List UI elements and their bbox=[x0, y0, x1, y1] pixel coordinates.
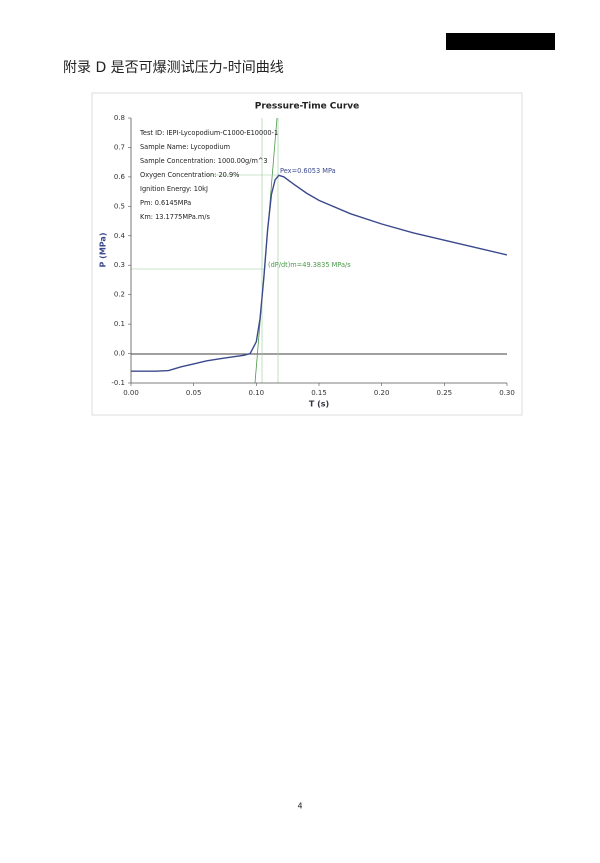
info-text: Test ID: IEPI-Lycopodium-C1000-E10000-1 bbox=[139, 129, 278, 137]
y-tick-label: 0.3 bbox=[114, 261, 125, 269]
y-tick-label: 0.6 bbox=[114, 173, 126, 181]
y-tick-label: 0.4 bbox=[114, 232, 126, 240]
info-text: Sample Concentration: 1000.00g/m^3 bbox=[140, 157, 268, 165]
chart-frame bbox=[91, 92, 523, 416]
info-text: Pm: 0.6145MPa bbox=[140, 199, 191, 207]
peak-label: Pex=0.6053 MPa bbox=[280, 167, 336, 175]
y-tick-label: 0.5 bbox=[114, 202, 125, 210]
x-axis-label: T (s) bbox=[309, 400, 329, 409]
x-tick-label: 0.30 bbox=[499, 389, 515, 397]
x-tick-label: 0.20 bbox=[374, 389, 390, 397]
x-tick-label: 0.25 bbox=[437, 389, 453, 397]
y-tick-label: 0.8 bbox=[114, 114, 125, 122]
redaction bbox=[446, 33, 555, 50]
y-tick-label: 0.0 bbox=[114, 350, 125, 358]
y-tick-label: 0.1 bbox=[114, 320, 125, 328]
x-tick-label: 0.00 bbox=[123, 389, 139, 397]
y-tick-label: 0.7 bbox=[114, 143, 125, 151]
info-text: Oxygen Concentration: 20.9% bbox=[140, 171, 239, 179]
chart-title: Pressure-Time Curve bbox=[255, 102, 359, 112]
info-text: Km: 13.1775MPa.m/s bbox=[140, 213, 210, 221]
x-tick-label: 0.15 bbox=[311, 389, 327, 397]
info-text: Ignition Energy: 10kJ bbox=[140, 185, 208, 193]
info-text: Sample Name: Lycopodium bbox=[140, 143, 230, 151]
rate-label: (dP/dt)m=49.3835 MPa/s bbox=[268, 261, 351, 269]
page-number: 4 bbox=[297, 802, 302, 811]
y-tick-label: 0.2 bbox=[114, 291, 125, 299]
y-tick-label: -0.1 bbox=[111, 379, 125, 387]
x-tick-label: 0.05 bbox=[186, 389, 202, 397]
heading: 附录 D 是否可爆测试压力-时间曲线 bbox=[63, 60, 284, 76]
x-tick-label: 0.10 bbox=[249, 389, 265, 397]
y-axis-label: P (MPa) bbox=[99, 233, 108, 268]
series-line bbox=[131, 174, 508, 372]
